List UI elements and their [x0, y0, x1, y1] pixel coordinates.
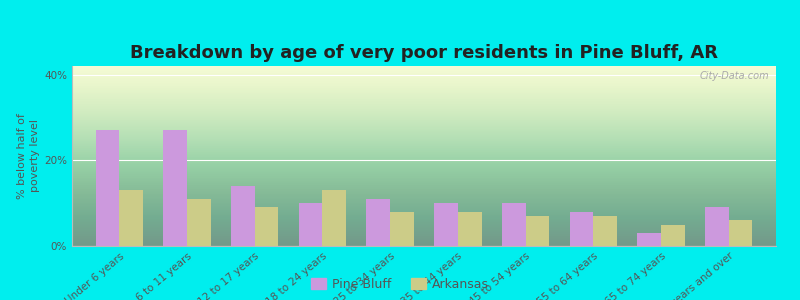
Bar	[322, 190, 346, 246]
Title: Breakdown by age of very poor residents in Pine Bluff, AR: Breakdown by age of very poor residents …	[130, 44, 718, 62]
Bar	[502, 203, 526, 246]
Bar	[570, 212, 594, 246]
Bar	[594, 216, 617, 246]
Bar	[434, 203, 458, 246]
Legend: Pine Bluff, Arkansas: Pine Bluff, Arkansas	[311, 278, 489, 291]
Bar	[705, 207, 729, 246]
Bar	[729, 220, 752, 246]
Bar	[298, 203, 322, 246]
Bar	[163, 130, 187, 246]
Bar	[254, 207, 278, 246]
Bar	[638, 233, 661, 246]
Bar	[96, 130, 119, 246]
Text: City-Data.com: City-Data.com	[699, 71, 769, 81]
Bar	[366, 199, 390, 246]
Bar	[119, 190, 143, 246]
Bar	[231, 186, 254, 246]
Bar	[526, 216, 550, 246]
Bar	[458, 212, 482, 246]
Y-axis label: % below half of
poverty level: % below half of poverty level	[17, 113, 40, 199]
Bar	[390, 212, 414, 246]
Bar	[661, 225, 685, 246]
Bar	[187, 199, 210, 246]
